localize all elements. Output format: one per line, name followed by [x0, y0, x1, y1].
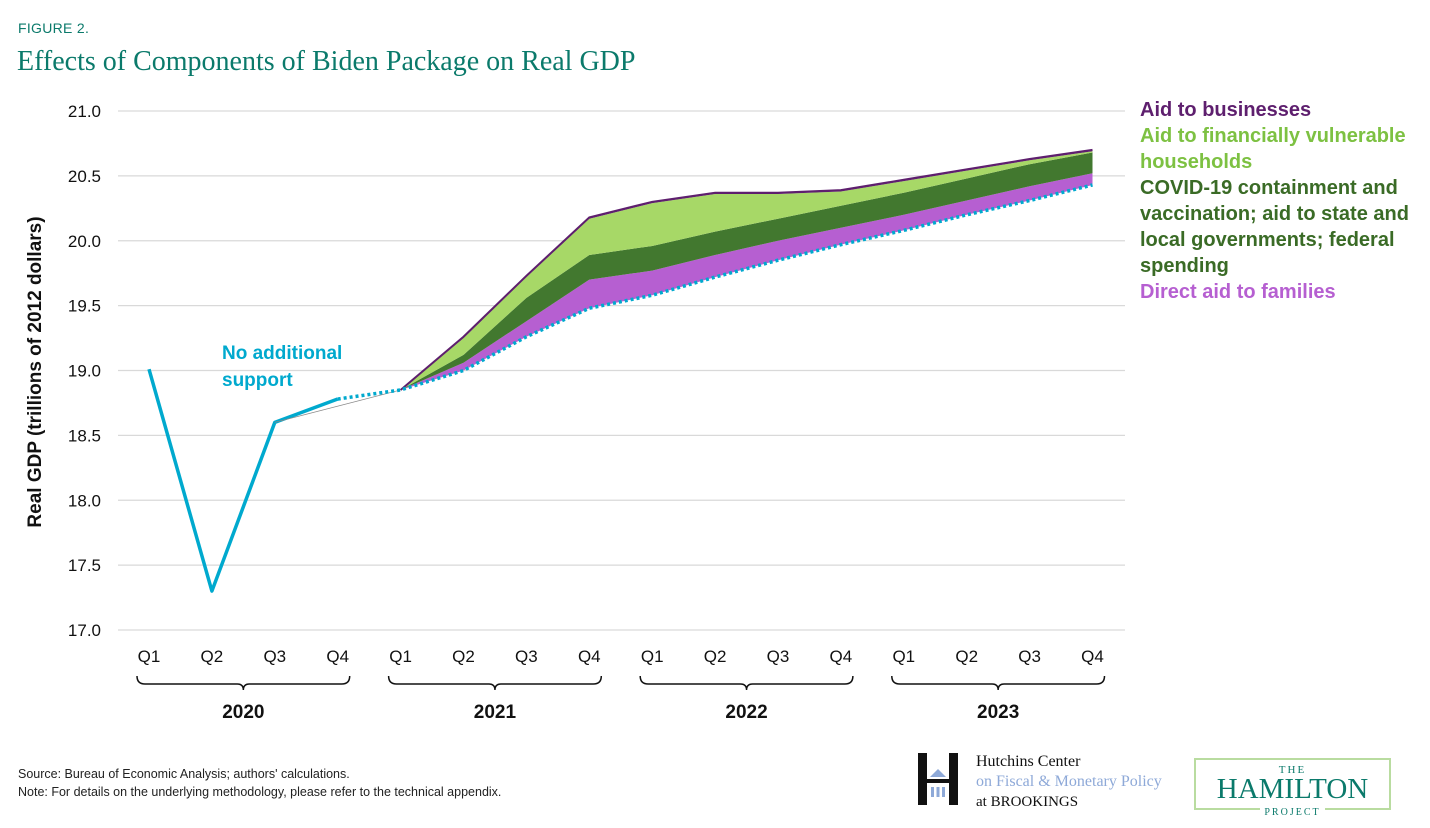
legend-households: Aid to financially vulnerable households — [1140, 125, 1406, 173]
hutchins-line1: Hutchins Center — [976, 753, 1081, 770]
x-tick-label: Q2 — [452, 647, 475, 666]
hutchins-logo: Hutchins Center on Fiscal & Monetary Pol… — [976, 752, 1162, 812]
y-tick-label: 21.0 — [68, 102, 101, 121]
year-label: 2023 — [977, 702, 1019, 723]
y-tick-label: 17.0 — [68, 621, 101, 640]
year-label: 2022 — [725, 702, 767, 723]
area-covid-19-containment-and — [400, 152, 1093, 390]
figure-label: FIGURE 2. — [18, 20, 90, 36]
aid-to-businesses-line — [399, 148, 1093, 391]
area-direct-aid-to — [400, 173, 1093, 390]
y-tick-label: 20.0 — [68, 232, 101, 251]
year-brace — [639, 675, 854, 691]
y-tick-label: 19.0 — [68, 362, 101, 381]
y-tick-label: 18.0 — [68, 491, 101, 510]
x-tick-label: Q4 — [578, 647, 601, 666]
y-tick-label: 17.5 — [68, 556, 101, 575]
footnotes: Source: Bureau of Economic Analysis; aut… — [18, 765, 501, 801]
thin-connector-line — [274, 389, 401, 423]
y-tick-label: 20.5 — [68, 167, 101, 186]
legend-business: Aid to businesses — [1140, 99, 1312, 121]
annotation-line2: support — [222, 370, 293, 391]
year-brace — [891, 675, 1106, 691]
chart-title: Effects of Components of Biden Package o… — [17, 46, 636, 77]
x-tick-label: Q1 — [892, 647, 915, 666]
x-tick-label: Q3 — [263, 647, 286, 666]
hamilton-logo: THE HAMILTON PROJECT — [1194, 758, 1391, 818]
hamilton-the: THE — [1274, 764, 1311, 776]
area-aid-to-financially — [400, 151, 1093, 390]
x-tick-label: Q2 — [201, 647, 224, 666]
year-label: 2021 — [474, 702, 517, 723]
y-tick-label: 18.5 — [68, 426, 101, 445]
x-tick-label: Q3 — [1018, 647, 1041, 666]
source-note: Source: Bureau of Economic Analysis; aut… — [18, 767, 350, 781]
year-label: 2020 — [222, 702, 264, 723]
year-brace — [136, 675, 351, 691]
baseline-solid-line — [147, 368, 339, 593]
x-tick-label: Q4 — [326, 647, 349, 666]
x-tick-label: Q3 — [767, 647, 790, 666]
hutchins-line2: on Fiscal & Monetary Policy — [976, 773, 1162, 790]
method-note: Note: For details on the underlying meth… — [18, 785, 502, 799]
x-tick-label: Q2 — [955, 647, 978, 666]
year-brace — [387, 675, 603, 691]
y-axis-label: Real GDP (trillions of 2012 dollars) — [25, 216, 46, 527]
hutchins-line3: at BROOKINGS — [976, 794, 1079, 810]
hutchins-logo-icon — [918, 753, 958, 805]
x-tick-label: Q1 — [138, 647, 161, 666]
hamilton-name: HAMILTON — [1216, 773, 1369, 805]
x-tick-label: Q1 — [641, 647, 664, 666]
legend: Aid to businesses Aid to financially vul… — [1140, 97, 1430, 305]
legend-families: Direct aid to families — [1140, 281, 1336, 303]
x-tick-label: Q4 — [1081, 647, 1104, 666]
x-tick-label: Q2 — [704, 647, 727, 666]
x-tick-label: Q1 — [389, 647, 412, 666]
legend-covid: COVID-19 containment and vaccination; ai… — [1140, 177, 1409, 277]
x-tick-label: Q3 — [515, 647, 538, 666]
hamilton-project: PROJECT — [1260, 807, 1325, 818]
annotation-line1: No additional — [222, 343, 342, 364]
y-tick-label: 19.5 — [68, 297, 101, 316]
x-tick-label: Q4 — [830, 647, 853, 666]
